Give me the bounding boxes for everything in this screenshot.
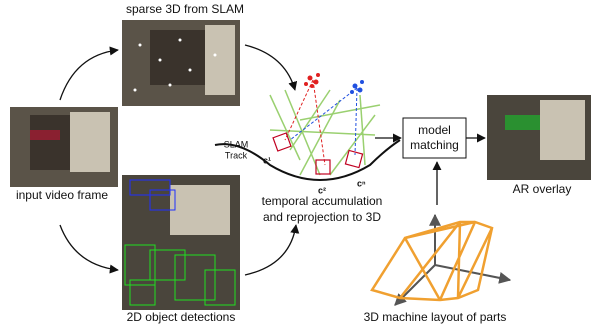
slam-track-label: Track bbox=[225, 150, 248, 160]
temporal-label: temporal accumulation bbox=[262, 194, 383, 208]
ar-image bbox=[487, 95, 591, 180]
layout-label: 3D machine layout of parts bbox=[364, 310, 507, 324]
camera-label: cⁿ bbox=[357, 178, 366, 188]
slam-track-label: SLAM bbox=[224, 139, 249, 149]
diagram: SLAM Track c¹ c² cⁿ model matching spars… bbox=[0, 0, 601, 326]
input-image bbox=[10, 107, 118, 187]
camera-label: c¹ bbox=[263, 155, 271, 165]
input-label: input video frame bbox=[16, 188, 108, 202]
ar-label: AR overlay bbox=[513, 182, 572, 196]
sparse-image bbox=[122, 20, 240, 106]
reprojection bbox=[215, 73, 400, 180]
layout-graph bbox=[372, 215, 510, 305]
model-matching-label: matching bbox=[410, 138, 459, 152]
sparse-label: sparse 3D from SLAM bbox=[126, 2, 244, 16]
temporal-label: and reprojection to 3D bbox=[263, 210, 381, 224]
detections-label: 2D object detections bbox=[127, 310, 236, 324]
model-matching-label: model bbox=[418, 123, 451, 137]
detections-image bbox=[122, 175, 240, 310]
